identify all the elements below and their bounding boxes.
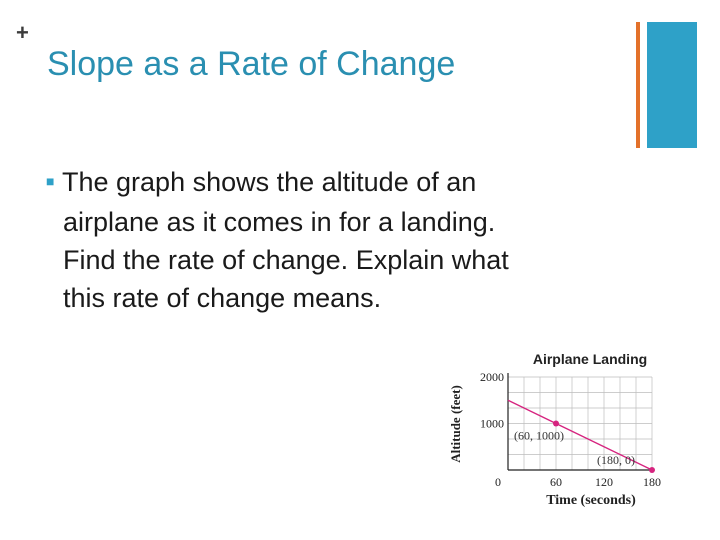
chart-ylabel: Altitude (feet) xyxy=(448,385,463,463)
plus-marker: + xyxy=(16,20,29,45)
body-line: ■ The graph shows the altitude of an xyxy=(46,163,636,203)
blue-accent-bar xyxy=(647,22,697,148)
y-tick-label: 2000 xyxy=(480,370,504,384)
point-annotation: (60, 1000) xyxy=(514,429,564,443)
x-tick-label: 0 xyxy=(495,475,501,489)
x-tick-label: 60 xyxy=(550,475,562,489)
x-tick-label: 120 xyxy=(595,475,613,489)
slide-title: Slope as a Rate of Change xyxy=(47,45,456,83)
body-line: airplane as it comes in for a landing. xyxy=(63,206,496,237)
data-point xyxy=(649,467,655,473)
body-line-text: The graph shows the altitude of an xyxy=(62,167,477,197)
point-annotation: (180, 0) xyxy=(597,453,635,467)
slide-body: ■ The graph shows the altitude of an airp… xyxy=(46,163,636,317)
chart-xlabel: Time (seconds) xyxy=(546,493,636,508)
airplane-landing-chart: Airplane Landing Altitude (feet) Time (s… xyxy=(448,351,661,508)
body-line: this rate of change means. xyxy=(63,282,382,313)
orange-accent-bar xyxy=(636,22,640,148)
data-point xyxy=(553,420,559,427)
x-tick-label: 180 xyxy=(643,475,661,489)
plot-area: 1000 2000 0 60 120 180 (60, 1000) (180, 0) xyxy=(480,370,661,489)
y-tick-label: 1000 xyxy=(480,417,504,431)
square-bullet-icon: ■ xyxy=(46,172,55,189)
chart-title: Airplane Landing xyxy=(533,351,647,367)
body-line: Find the rate of change. Explain what xyxy=(63,244,509,275)
